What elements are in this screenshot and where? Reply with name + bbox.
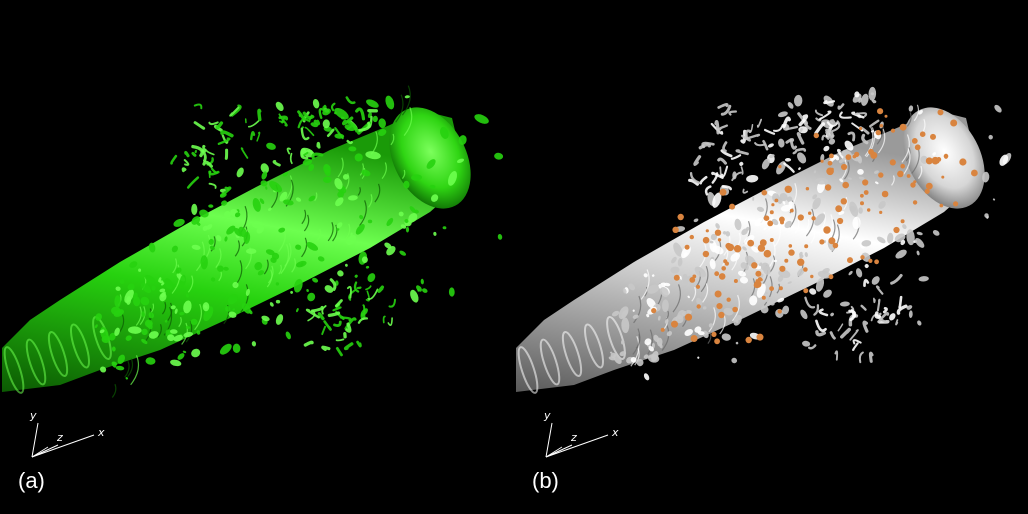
axis-y-label: y — [544, 409, 551, 422]
jet-body — [516, 104, 985, 394]
axis-triad: y z x — [538, 405, 638, 465]
panel-a: y z x (a) — [2, 85, 504, 493]
panel-b: y z x (b) — [514, 0, 1028, 514]
green-isosurface-render — [2, 85, 504, 398]
jet-body — [2, 85, 471, 398]
panel-b-label: (b) — [532, 468, 559, 493]
particles — [651, 108, 978, 345]
droplets — [94, 95, 504, 380]
axis-triad-lines — [31, 422, 95, 458]
panel-a-label: (a) — [18, 468, 45, 493]
axis-z-label: z — [57, 431, 63, 444]
white-isosurface-render — [516, 86, 1012, 394]
axis-x-label: x — [612, 426, 619, 439]
axis-triad: y z x — [24, 405, 124, 465]
axis-triad-lines — [545, 422, 609, 458]
droplets — [608, 86, 1012, 381]
axis-y-label: y — [30, 409, 37, 422]
axis-z-label: z — [571, 431, 577, 444]
axis-x-label: x — [98, 426, 105, 439]
